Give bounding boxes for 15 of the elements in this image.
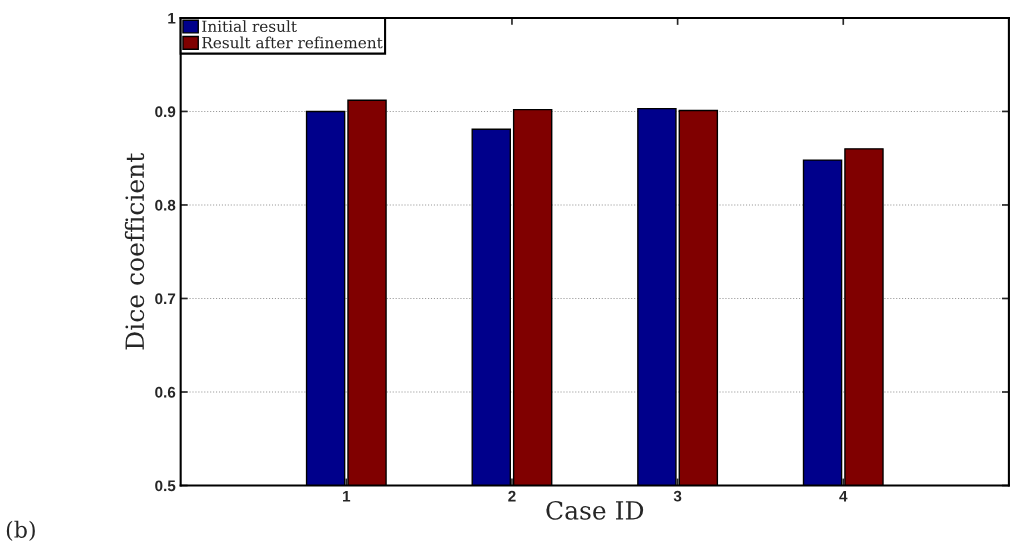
legend-label: Result after refinement [202, 36, 383, 49]
legend-label: Initial result [202, 20, 297, 33]
y-tick-label: 0.8 [155, 199, 176, 211]
x-tick-label: 4 [839, 490, 848, 502]
x-tick-label: 3 [673, 490, 682, 502]
y-axis-title: Dice coefficient [124, 152, 145, 350]
y-tick-label: 0.9 [155, 106, 176, 118]
y-tick-label: 0.6 [155, 386, 176, 398]
text: (b) [6, 520, 35, 542]
y-tick-label: 0.5 [155, 480, 176, 492]
x-axis-title: Case ID [546, 500, 644, 520]
y-tick-label: 1 [168, 12, 176, 24]
x-tick-label: 1 [343, 490, 351, 502]
x-tick-label: 2 [508, 490, 516, 502]
y-tick-label: 0.7 [155, 293, 176, 305]
